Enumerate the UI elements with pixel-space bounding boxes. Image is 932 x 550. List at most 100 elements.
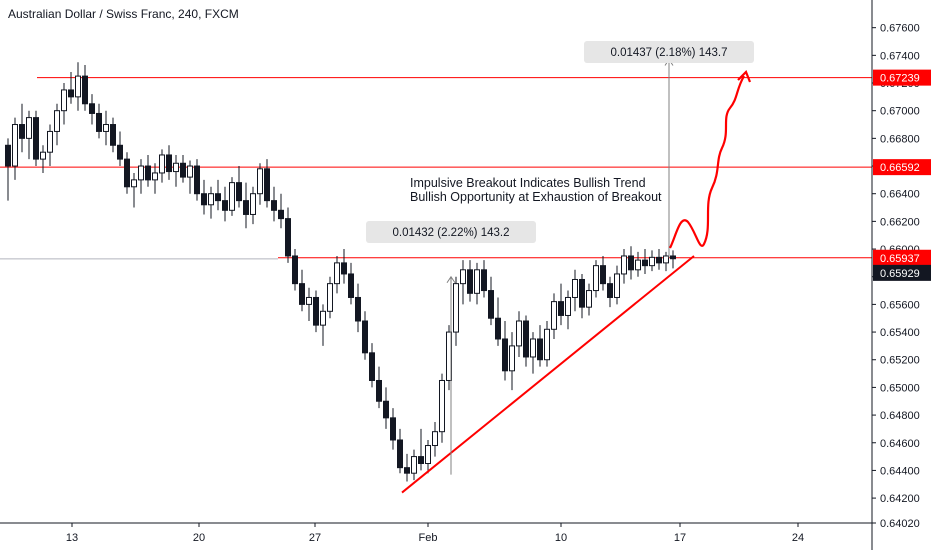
candle [229,177,235,216]
candle [432,421,438,457]
candle-body-up [173,162,179,173]
candle-body-down [369,352,375,381]
candle [642,249,648,274]
candle-body-up [26,117,32,139]
candle-body-down [397,439,403,469]
price-tag-label: 0.65929 [880,268,920,280]
candle [481,260,487,298]
candle-body-down [285,218,291,257]
candle-body-up [572,278,578,298]
candle [467,260,473,302]
price-tick-label: 0.65000 [880,382,920,394]
candle [313,290,319,333]
candle [271,186,277,222]
candle [411,449,417,481]
candle-body-down [180,162,186,178]
candle [145,154,151,187]
candle-body-up [635,259,641,271]
price-tick-label: 0.66400 [880,189,920,201]
candle-body-down [117,144,123,160]
candle-body-up [586,290,592,308]
candle-body-down [19,124,25,139]
price-tick-label: 0.64200 [880,493,920,505]
candle-body-down [523,320,529,358]
candle-body-down [628,255,634,271]
candle-body-down [502,338,508,372]
candle [474,262,480,305]
candle-body-down [467,269,473,294]
candle [383,387,389,429]
candle-body-up [159,154,165,174]
candle [600,255,606,291]
candle-body-down [579,278,585,308]
candle [320,304,326,346]
drawings[interactable]: 0.01432 (2.22%) 143.2 0.01437 (2.18%) 14… [366,41,754,494]
price-tag [873,159,931,176]
candle [460,260,466,305]
candle-body-up [530,338,536,358]
candle [404,453,410,482]
price-tick-label: 0.64020 [880,518,920,530]
candle-body-up [12,124,18,167]
candle-body-down [390,417,396,441]
candle [516,311,522,357]
candle [362,311,368,360]
candle [187,160,193,194]
candle [117,131,123,167]
candle [26,110,32,160]
candle-body-up [509,345,515,372]
candle-body-up [614,273,620,298]
candle-body-up [47,130,53,153]
candle-body-down [82,75,88,105]
candle [579,273,585,319]
candle-body-down [362,320,368,354]
time-tick-label: 20 [193,532,205,544]
price-tag-label: 0.66592 [880,162,920,174]
candle [54,103,60,146]
candle-body-up [334,262,340,285]
candle-body-up [425,445,431,465]
candle [166,145,172,180]
candle-body-up [152,172,158,181]
ascending-trendline[interactable] [401,255,695,494]
candle-body-down [166,154,172,173]
candle-body-up [320,310,326,326]
candle [243,182,249,229]
price-tick-label: 0.66200 [880,216,920,228]
candle [278,193,284,229]
candle [173,154,179,187]
candle-body-up [565,296,571,316]
candle [614,265,620,305]
candle-body-up [40,151,46,160]
candle [656,249,662,270]
candle-body-down [243,200,249,215]
candle [152,163,158,194]
candle-body-down [383,400,389,419]
candle [75,62,81,111]
candle [439,373,445,443]
candle [586,283,592,316]
time-tick-label: 10 [555,532,567,544]
time-tick-label: 13 [66,532,78,544]
price-tick-label: 0.64400 [880,465,920,477]
projection-arrowhead-icon [737,70,752,83]
candle-body-down [222,200,228,211]
time-axis[interactable]: 13 20 27 Feb 10 17 24 [66,523,804,544]
candle-body-down [642,259,648,267]
price-axis[interactable]: 0.676000.674000.672000.670000.668000.666… [872,23,920,530]
candle-body-down [96,112,102,132]
candle-body-down [299,283,305,305]
note-line-1: Impulsive Breakout Indicates Bullish Tre… [410,176,646,190]
candle [565,290,571,330]
candle [334,255,340,294]
candle-body-down [495,317,501,340]
candle-body-down [5,144,11,167]
candle [355,283,361,333]
candle [390,408,396,450]
measure-label-box-2 [584,41,754,63]
projection-arrow[interactable] [669,75,745,249]
candle [138,159,144,194]
candle [61,83,67,125]
candle [635,251,641,277]
